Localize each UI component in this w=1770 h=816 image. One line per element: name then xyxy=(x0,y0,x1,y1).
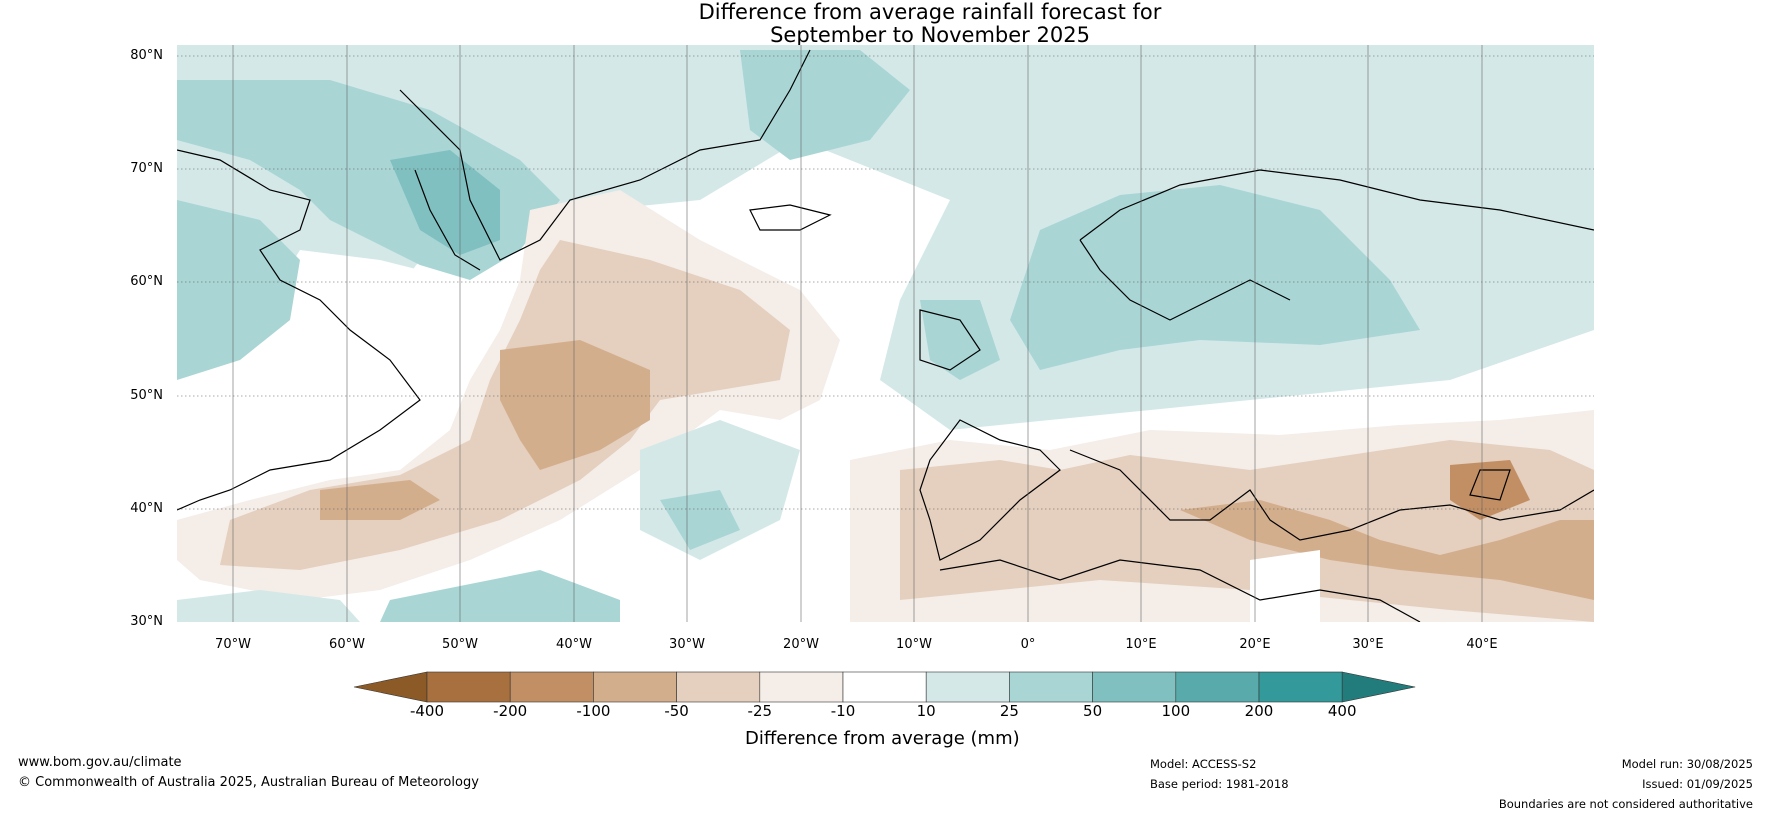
lon-label-10e: 10°E xyxy=(1125,637,1157,652)
colorbar-tick-label: -100 xyxy=(576,702,611,720)
lat-label-80n: 80°N xyxy=(130,48,163,63)
colorbar-tick-label: 200 xyxy=(1244,702,1274,720)
colorbar-tick-label: -200 xyxy=(493,702,528,720)
graticule xyxy=(177,55,1594,510)
colorbar-bin xyxy=(1009,671,1093,703)
colorbar-tick-label: -50 xyxy=(664,702,689,720)
colorbar-tick-label: 100 xyxy=(1161,702,1191,720)
coastline-layer xyxy=(177,49,1594,622)
lon-label-60w: 60°W xyxy=(329,637,365,652)
rainfall-anomaly-layer xyxy=(177,45,1594,622)
lon-label-20e: 20°E xyxy=(1239,637,1271,652)
colorbar-bin xyxy=(842,671,927,703)
lon-label-10w: 10°W xyxy=(896,637,932,652)
lat-label-60n: 60°N xyxy=(130,274,163,289)
issued-text: Issued: 01/09/2025 xyxy=(1642,777,1753,791)
lon-label-70w: 70°W xyxy=(215,637,251,652)
colorbar-tick-label: -10 xyxy=(830,702,856,720)
lon-label-0: 0° xyxy=(1020,637,1036,652)
colorbar-bin xyxy=(676,671,761,703)
base-period-text: Base period: 1981-2018 xyxy=(1150,777,1289,791)
colorbar-label: Difference from average (mm) xyxy=(745,728,1020,749)
colorbar-tick-label: 25 xyxy=(999,702,1019,720)
lon-label-30e: 30°E xyxy=(1352,637,1384,652)
website-link[interactable]: www.bom.gov.au/climate xyxy=(18,755,182,770)
colorbar-tick-label: 10 xyxy=(916,702,936,720)
colorbar-tick-label: 400 xyxy=(1327,702,1357,720)
colorbar-bin xyxy=(509,671,594,703)
copyright-text: © Commonwealth of Australia 2025, Austra… xyxy=(18,775,479,790)
colorbar-bin xyxy=(1092,671,1177,703)
model-run-text: Model run: 30/08/2025 xyxy=(1621,757,1753,771)
colorbar-bin xyxy=(426,671,511,703)
meridians xyxy=(232,45,1483,622)
lat-label-40n: 40°N xyxy=(130,501,163,516)
lon-label-50w: 50°W xyxy=(442,637,478,652)
map-title-line1: Difference from average rainfall forecas… xyxy=(698,0,1162,24)
lon-label-20w: 20°W xyxy=(783,637,819,652)
lon-label-30w: 30°W xyxy=(669,637,705,652)
colorbar xyxy=(353,671,1416,703)
colorbar-bin xyxy=(925,671,1010,703)
lat-label-30n: 30°N xyxy=(130,614,163,629)
colorbar-bin xyxy=(759,671,844,703)
lat-label-50n: 50°N xyxy=(130,388,163,403)
colorbar-tick-label: -25 xyxy=(747,702,773,720)
colorbar-bin xyxy=(1258,671,1343,703)
lon-label-40w: 40°W xyxy=(556,637,592,652)
disclaimer-text: Boundaries are not considered authoritat… xyxy=(1498,797,1753,811)
colorbar-tick-label: -400 xyxy=(409,702,445,720)
colorbar-extend-high xyxy=(1341,671,1416,703)
colorbar-extend-low xyxy=(353,671,428,703)
map-title-line2: September to November 2025 xyxy=(770,23,1090,47)
model-text: Model: ACCESS-S2 xyxy=(1150,757,1257,771)
colorbar-bin xyxy=(1175,671,1260,703)
lon-label-40e: 40°E xyxy=(1466,637,1498,652)
colorbar-tick-label: 50 xyxy=(1083,702,1103,720)
lat-label-70n: 70°N xyxy=(130,161,163,176)
colorbar-bin xyxy=(593,671,677,703)
